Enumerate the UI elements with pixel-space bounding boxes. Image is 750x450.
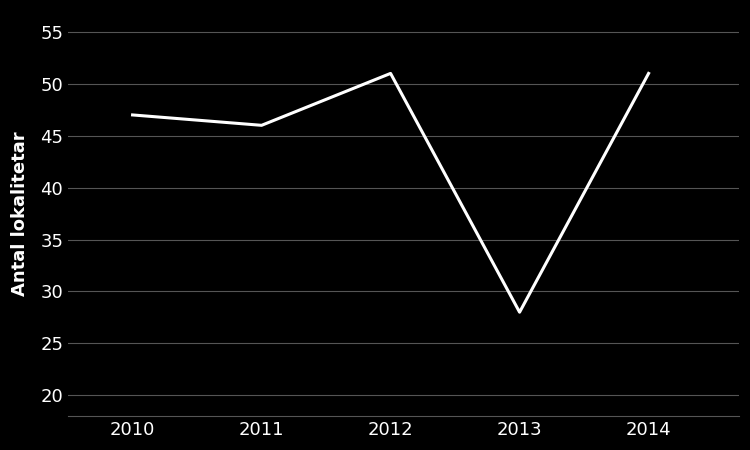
Y-axis label: Antal lokalitetar: Antal lokalitetar xyxy=(11,131,29,296)
